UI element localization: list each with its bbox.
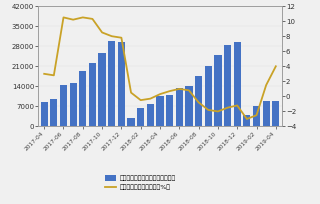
Bar: [195, 76, 202, 126]
Bar: [156, 96, 164, 126]
Bar: [89, 63, 96, 126]
Bar: [253, 106, 260, 126]
Bar: [108, 41, 116, 126]
Bar: [166, 95, 173, 126]
Bar: [118, 42, 125, 126]
Bar: [272, 101, 279, 126]
Bar: [214, 55, 221, 126]
Bar: [127, 118, 135, 126]
Bar: [147, 104, 154, 126]
Bar: [185, 86, 193, 126]
Bar: [243, 115, 251, 126]
Bar: [99, 53, 106, 126]
Legend: 微型电子计算机累计产量（万台）, 累计产量同比增速（右轴%）: 微型电子计算机累计产量（万台）, 累计产量同比增速（右轴%）: [105, 175, 176, 190]
Bar: [204, 66, 212, 126]
Bar: [79, 71, 86, 126]
Bar: [50, 99, 58, 126]
Bar: [41, 102, 48, 126]
Bar: [224, 45, 231, 126]
Bar: [262, 101, 270, 126]
Bar: [176, 88, 183, 126]
Bar: [137, 108, 144, 126]
Bar: [69, 83, 77, 126]
Bar: [234, 42, 241, 126]
Bar: [60, 85, 67, 126]
